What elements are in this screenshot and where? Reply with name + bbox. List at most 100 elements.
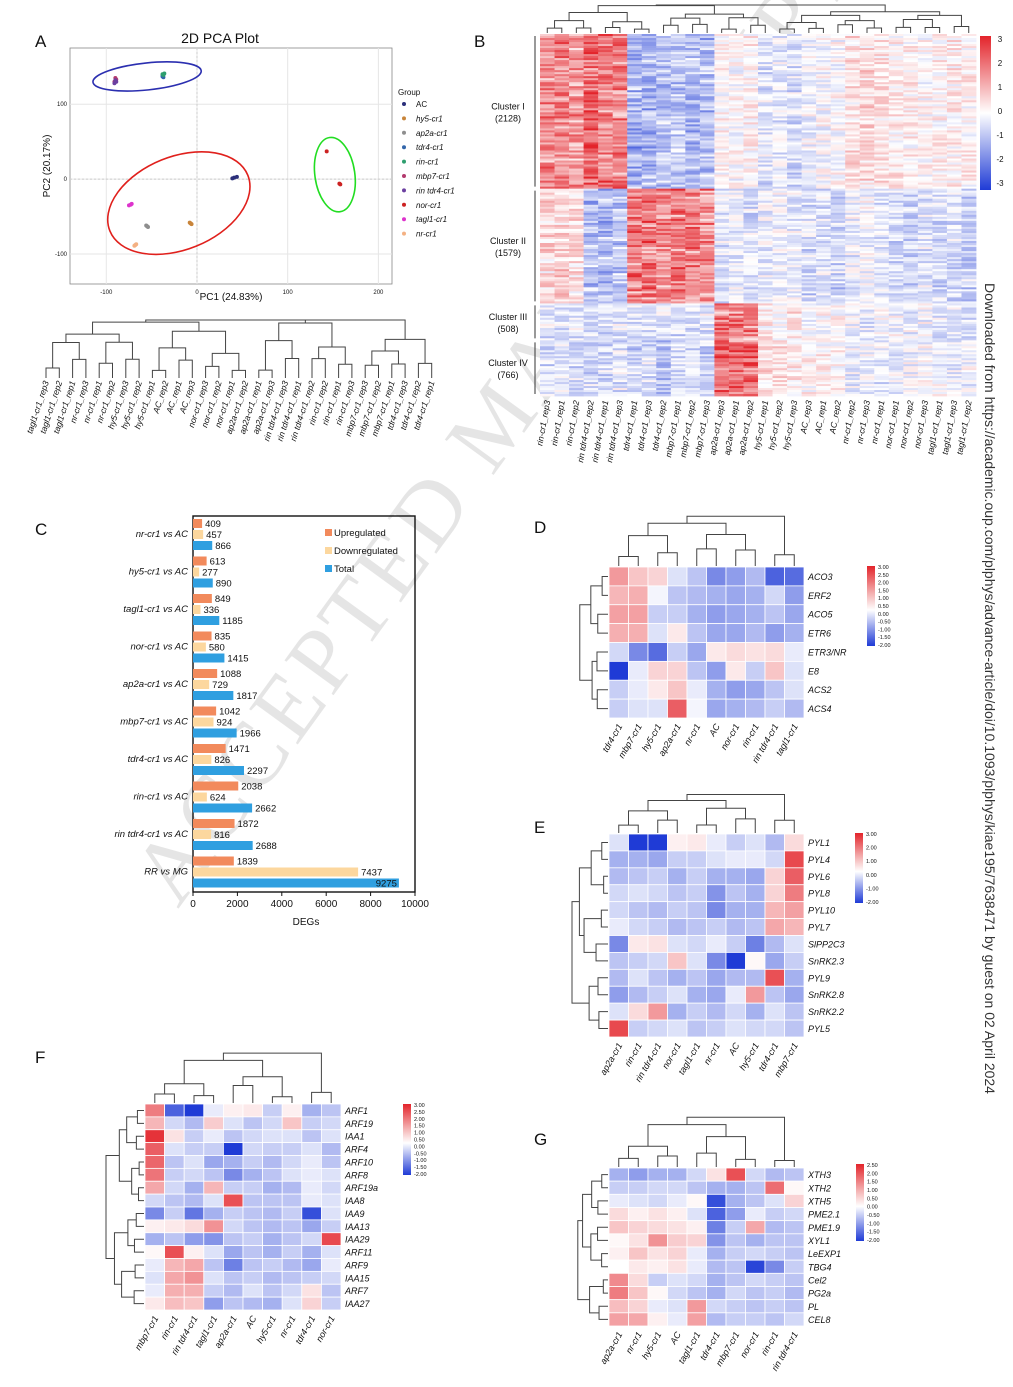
heatmap-cell: [801, 62, 817, 65]
heatmap-cell: [830, 251, 846, 254]
heatmap-cell: [569, 330, 584, 333]
heatmap-cell: [670, 94, 686, 97]
heatmap-cell: [830, 168, 846, 171]
heatmap-cell: [816, 80, 832, 83]
heatmap-cell: [612, 142, 628, 145]
heatmap-cell: [641, 160, 657, 163]
heatmap-cell: [728, 128, 744, 131]
heatmap-cell: [670, 136, 686, 139]
heatmap-cell: [583, 255, 599, 258]
heatmap-cell: [569, 150, 584, 153]
heatmap-cell: [612, 267, 628, 270]
heatmap-cell: [612, 78, 628, 81]
heatmap-cell: [685, 269, 701, 272]
heatmap-cell: [888, 338, 904, 341]
heatmap-cell: [728, 116, 744, 119]
heatmap-cell: [728, 338, 744, 341]
heatmap-cell: [903, 334, 919, 337]
heatmap-cell: [598, 249, 614, 252]
heatmap-cell: [758, 98, 773, 101]
heatmap-cell: [787, 344, 802, 347]
legend-swatch: [402, 159, 406, 164]
heatmap-cell: [641, 64, 657, 67]
heatmap-cell: [685, 232, 701, 236]
heatmap-cell: [888, 216, 904, 220]
heatmap-cell: [801, 198, 817, 202]
heatmap-cell: [569, 48, 584, 51]
heatmap-cell: [801, 164, 817, 167]
heatmap-cell: [685, 301, 701, 304]
heatmap-cell: [583, 134, 599, 137]
dendrogram-branch: [391, 363, 406, 378]
heatmap-cell: [801, 84, 817, 87]
heatmap-cell: [917, 352, 933, 355]
heatmap-cell: [874, 90, 890, 93]
heatmap-cell: [685, 230, 701, 234]
heatmap-cell: [946, 340, 962, 343]
heatmap-cell: [816, 210, 832, 214]
heatmap-cell: [903, 279, 919, 282]
heatmap-cell: [569, 277, 584, 280]
heatmap-cell: [598, 38, 614, 41]
heatmap-cell: [787, 56, 802, 59]
heatmap-cell: [961, 232, 977, 236]
heatmap-cell: [714, 104, 730, 107]
heatmap-cell: [743, 60, 759, 63]
heatmap-cell: [787, 174, 802, 178]
heatmap-cell: [932, 160, 948, 163]
heatmap-cell: [830, 60, 846, 63]
heatmap-cell: [888, 76, 904, 79]
heatmap-cell: [641, 279, 657, 282]
heatmap-cell: [699, 190, 715, 194]
heatmap-cell: [598, 311, 614, 315]
heatmap-cell: [627, 344, 643, 347]
heatmap-cell: [685, 38, 701, 41]
heatmap-cell: [946, 150, 962, 153]
heatmap-cell: [743, 84, 759, 87]
heatmap-cell: [714, 238, 730, 242]
heatmap-cell: [656, 269, 672, 272]
heatmap-cell: [743, 344, 759, 347]
heatmap-cell: [714, 301, 730, 304]
heatmap-cell: [641, 122, 657, 125]
heatmap-cell: [728, 34, 744, 37]
heatmap-cell: [888, 249, 904, 252]
heatmap-cell: [627, 307, 643, 310]
heatmap-cell: [801, 72, 817, 75]
heatmap-cell: [859, 194, 875, 198]
heatmap-cell: [859, 168, 875, 171]
heatmap-cell: [932, 240, 948, 244]
heatmap-cell: [569, 106, 584, 109]
heatmap-cell: [845, 200, 861, 204]
heatmap-cell: [859, 236, 875, 240]
heatmap-cell: [685, 342, 701, 345]
heatmap-cell: [714, 269, 730, 272]
heatmap-cell: [758, 198, 773, 202]
heatmap-cell: [859, 253, 875, 256]
heatmap-cell: [859, 265, 875, 268]
heatmap-cell: [670, 144, 686, 147]
heatmap-cell: [961, 317, 977, 321]
heatmap-cell: [830, 166, 846, 169]
heatmap-cell: [961, 150, 977, 153]
heatmap-cell: [816, 144, 832, 147]
heatmap-cell: [641, 212, 657, 216]
heatmap-cell: [699, 293, 715, 296]
heatmap-cell: [699, 271, 715, 274]
heatmap-cell: [728, 251, 744, 254]
heatmap-cell: [830, 38, 846, 41]
heatmap-cell: [787, 277, 802, 280]
heatmap-cell: [758, 58, 773, 61]
heatmap-cell: [612, 50, 628, 53]
heatmap-cell: [874, 178, 890, 182]
heatmap-cell: [830, 100, 846, 103]
heatmap-cell: [641, 68, 657, 71]
heatmap-cell: [627, 152, 643, 155]
heatmap-cell: [612, 60, 628, 63]
heatmap-cell: [728, 146, 744, 149]
heatmap-cell: [656, 90, 672, 93]
heatmap-cell: [961, 118, 977, 121]
heatmap-cell: [888, 42, 904, 45]
heatmap-cell: [917, 321, 933, 325]
heatmap-cell: [598, 214, 614, 218]
